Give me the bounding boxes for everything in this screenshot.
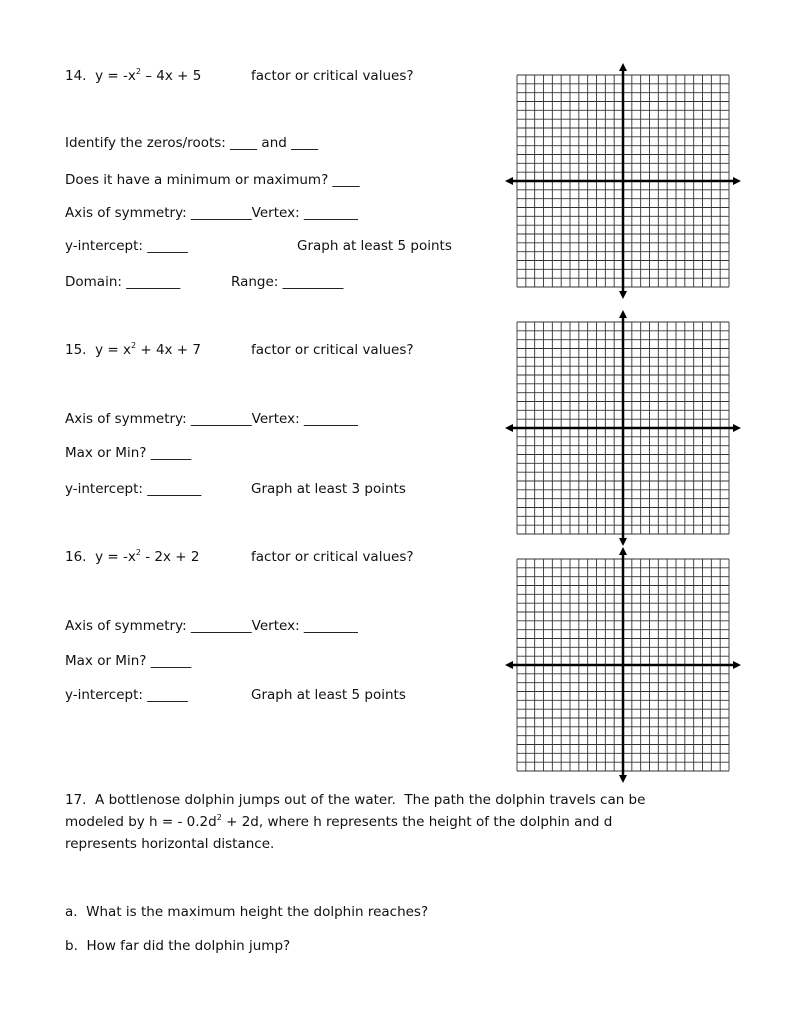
y-intercept-prompt: y-intercept: ______ xyxy=(65,687,188,703)
coordinate-grid-16[interactable] xyxy=(505,547,741,783)
y-axis xyxy=(619,547,627,783)
y-axis xyxy=(619,63,627,299)
problem-16-equation: 16. y = -x2 - 2x + 2 xyxy=(65,548,200,566)
y-axis xyxy=(619,310,627,546)
question-a: a. What is the maximum height the dolphi… xyxy=(65,904,429,920)
max-min-prompt: Max or Min? ______ xyxy=(65,653,192,669)
problem-16-hint: factor or critical values? xyxy=(251,549,414,565)
axis-vertex-prompt: Axis of symmetry: _________Vertex: _____… xyxy=(65,205,358,221)
problem-17-line2: modeled by h = - 0.2d2 + 2d, where h rep… xyxy=(65,813,613,831)
problem-15-equation: 15. y = x2 + 4x + 7 xyxy=(65,341,202,359)
coordinate-grid-15[interactable] xyxy=(505,310,741,546)
max-min-prompt: Max or Min? ______ xyxy=(65,445,192,461)
zeros-prompt: Identify the zeros/roots: ____ and ____ xyxy=(65,135,319,151)
axis-vertex-prompt: Axis of symmetry: _________Vertex: _____… xyxy=(65,411,358,427)
y-intercept-prompt: y-intercept: ________ xyxy=(65,481,202,497)
problem-14-hint: factor or critical values? xyxy=(251,68,414,84)
coordinate-grid-14[interactable] xyxy=(505,63,741,299)
min-max-prompt: Does it have a minimum or maximum? ____ xyxy=(65,172,360,188)
problem-17-line1: 17. A bottlenose dolphin jumps out of th… xyxy=(65,792,646,808)
problem-15-hint: factor or critical values? xyxy=(251,342,414,358)
graph-note: Graph at least 5 points xyxy=(297,238,452,254)
graph-note: Graph at least 5 points xyxy=(251,687,406,703)
question-b: b. How far did the dolphin jump? xyxy=(65,938,291,954)
axis-vertex-prompt: Axis of symmetry: _________Vertex: _____… xyxy=(65,618,358,634)
problem-14-equation: 14. y = -x2 – 4x + 5 xyxy=(65,67,202,85)
range-prompt: Range: _________ xyxy=(231,274,344,290)
domain-prompt: Domain: ________ xyxy=(65,274,181,290)
problem-17-line3: represents horizontal distance. xyxy=(65,836,275,852)
graph-note: Graph at least 3 points xyxy=(251,481,406,497)
y-intercept-prompt: y-intercept: ______ xyxy=(65,238,188,254)
